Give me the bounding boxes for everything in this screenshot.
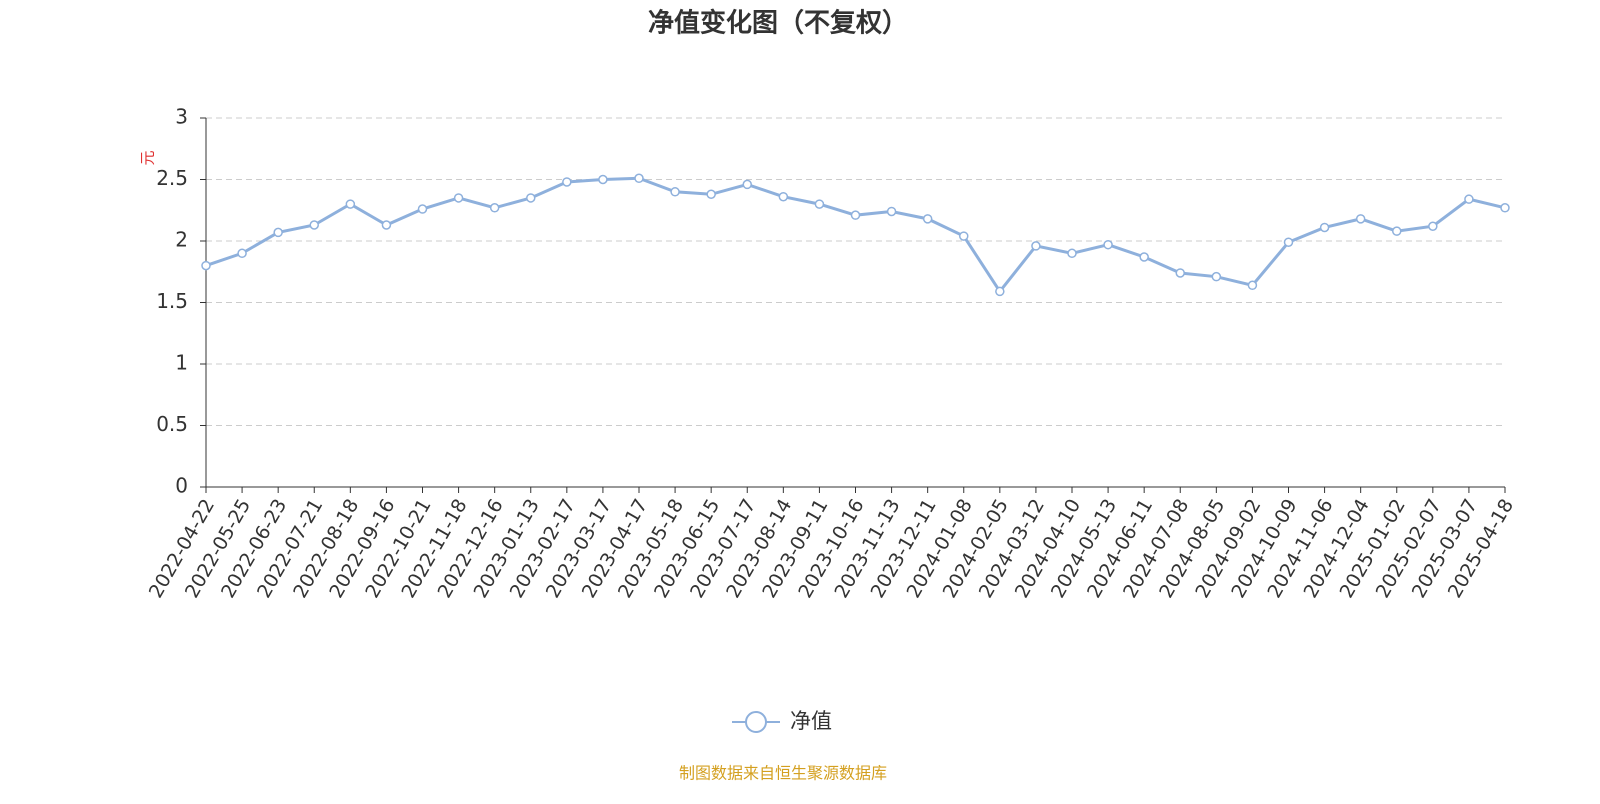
data-point bbox=[1247, 280, 1258, 291]
y-axis-label: 元 bbox=[139, 150, 157, 165]
y-tick-label: 0 bbox=[175, 474, 188, 498]
data-point bbox=[453, 193, 464, 203]
data-point bbox=[706, 189, 716, 200]
data-point bbox=[742, 179, 752, 190]
data-point bbox=[1319, 222, 1330, 233]
data-point bbox=[1283, 237, 1294, 247]
data-point bbox=[598, 174, 608, 185]
y-tick-label: 2 bbox=[175, 228, 188, 252]
data-point bbox=[886, 206, 897, 217]
data-point bbox=[1139, 252, 1149, 262]
data-point bbox=[1031, 241, 1041, 251]
y-tick-label: 3 bbox=[175, 105, 188, 129]
data-point bbox=[309, 220, 319, 230]
data-point bbox=[922, 214, 933, 224]
data-point bbox=[959, 231, 969, 241]
legend-label: 净值 bbox=[790, 709, 832, 733]
data-point bbox=[562, 177, 572, 187]
data-line bbox=[205, 176, 1506, 294]
data-point bbox=[1103, 239, 1113, 250]
source-note: 制图数据来自恒生聚源数据库 bbox=[679, 764, 887, 783]
data-point bbox=[273, 227, 283, 238]
y-tick-label: 1 bbox=[175, 351, 188, 375]
data-point bbox=[489, 203, 500, 213]
chart-title: 净值变化图（不复权） bbox=[648, 8, 908, 39]
data-point bbox=[1355, 214, 1366, 224]
data-point bbox=[1500, 203, 1510, 213]
y-tick-label: 0.5 bbox=[156, 412, 188, 436]
data-point bbox=[995, 286, 1005, 297]
data-point bbox=[814, 199, 825, 209]
y-tick-label: 1.5 bbox=[156, 289, 188, 313]
data-point bbox=[670, 187, 680, 197]
data-point bbox=[850, 210, 861, 220]
data-point bbox=[1175, 268, 1185, 278]
data-point bbox=[1428, 221, 1438, 231]
data-point bbox=[778, 191, 789, 202]
data-point bbox=[381, 220, 392, 230]
legend-marker bbox=[745, 711, 767, 733]
data-point bbox=[634, 173, 644, 184]
data-point bbox=[1392, 226, 1402, 236]
y-tick-label: 2.5 bbox=[156, 166, 188, 190]
data-point bbox=[1464, 194, 1474, 204]
data-point bbox=[526, 193, 536, 203]
data-point bbox=[1211, 271, 1222, 282]
data-point bbox=[417, 204, 428, 214]
data-point bbox=[201, 260, 211, 271]
data-point bbox=[237, 248, 247, 259]
data-point bbox=[1067, 248, 1077, 259]
data-point bbox=[345, 199, 356, 209]
